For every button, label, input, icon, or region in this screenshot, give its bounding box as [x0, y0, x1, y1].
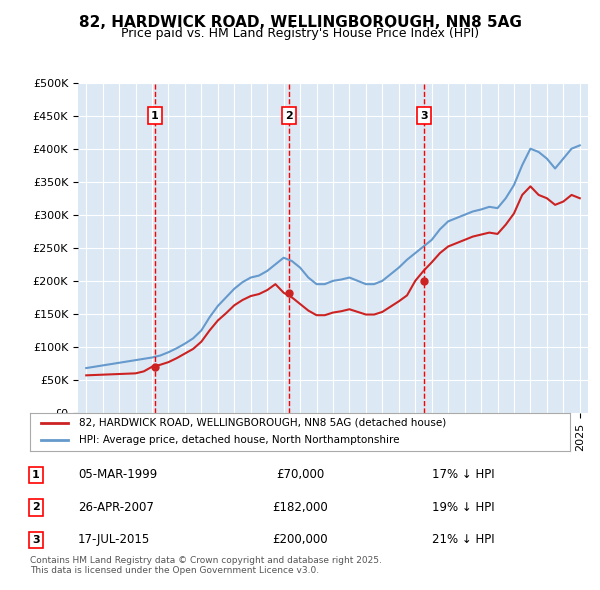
Text: £200,000: £200,000	[272, 533, 328, 546]
Text: 26-APR-2007: 26-APR-2007	[78, 501, 154, 514]
Text: 21% ↓ HPI: 21% ↓ HPI	[432, 533, 494, 546]
Text: £182,000: £182,000	[272, 501, 328, 514]
Text: 82, HARDWICK ROAD, WELLINGBOROUGH, NN8 5AG: 82, HARDWICK ROAD, WELLINGBOROUGH, NN8 5…	[79, 15, 521, 30]
Text: 82, HARDWICK ROAD, WELLINGBOROUGH, NN8 5AG (detached house): 82, HARDWICK ROAD, WELLINGBOROUGH, NN8 5…	[79, 418, 446, 428]
Text: 17% ↓ HPI: 17% ↓ HPI	[432, 468, 494, 481]
Text: 1: 1	[32, 470, 40, 480]
Text: 17-JUL-2015: 17-JUL-2015	[78, 533, 150, 546]
Text: 2: 2	[32, 503, 40, 512]
Text: HPI: Average price, detached house, North Northamptonshire: HPI: Average price, detached house, Nort…	[79, 435, 399, 445]
Text: 1: 1	[151, 111, 159, 120]
Text: £70,000: £70,000	[276, 468, 324, 481]
Text: 19% ↓ HPI: 19% ↓ HPI	[432, 501, 494, 514]
Text: 05-MAR-1999: 05-MAR-1999	[78, 468, 157, 481]
Text: 3: 3	[421, 111, 428, 120]
Text: Price paid vs. HM Land Registry's House Price Index (HPI): Price paid vs. HM Land Registry's House …	[121, 27, 479, 40]
Text: 3: 3	[32, 535, 40, 545]
Text: 2: 2	[285, 111, 293, 120]
Text: Contains HM Land Registry data © Crown copyright and database right 2025.
This d: Contains HM Land Registry data © Crown c…	[30, 556, 382, 575]
